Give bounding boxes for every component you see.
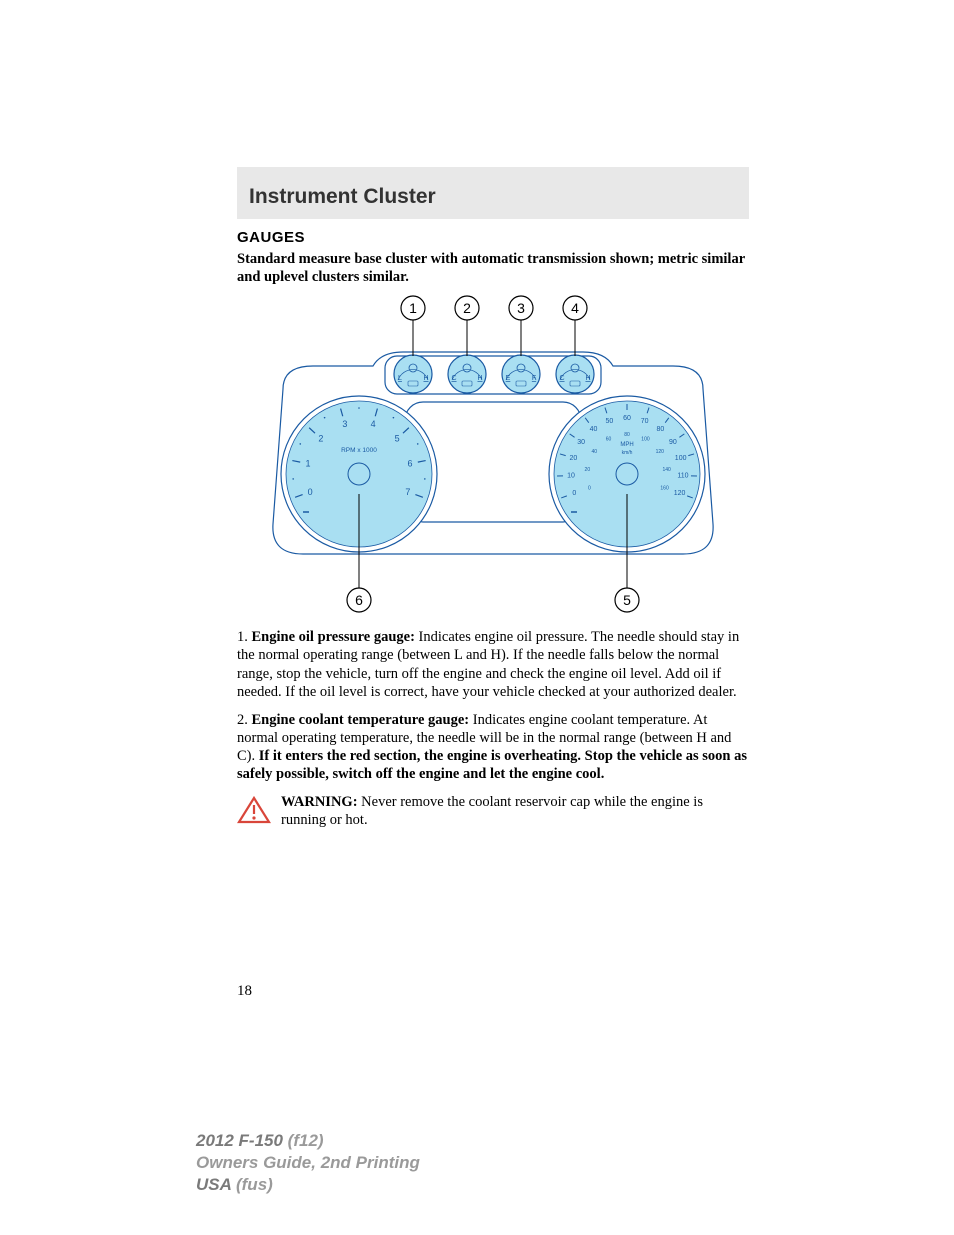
- svg-text:120: 120: [674, 490, 686, 497]
- svg-text:E: E: [506, 375, 511, 382]
- svg-text:2: 2: [463, 300, 471, 316]
- svg-text:L: L: [398, 375, 402, 382]
- svg-text:80: 80: [657, 426, 665, 433]
- svg-text:40: 40: [590, 426, 598, 433]
- svg-text:60: 60: [606, 437, 612, 443]
- svg-text:F: F: [532, 375, 536, 382]
- svg-text:1: 1: [409, 300, 417, 316]
- warning-icon: [237, 795, 271, 825]
- svg-text:20: 20: [569, 455, 577, 462]
- svg-text:0: 0: [588, 486, 591, 492]
- svg-text:160: 160: [660, 486, 669, 492]
- svg-text:MPH: MPH: [620, 442, 633, 448]
- svg-text:110: 110: [677, 473, 688, 480]
- svg-text:0: 0: [308, 487, 313, 497]
- svg-text:140: 140: [662, 467, 671, 473]
- svg-text:C: C: [559, 375, 564, 382]
- section-header: Instrument Cluster: [237, 167, 749, 219]
- svg-text:RPM x 1000: RPM x 1000: [341, 447, 377, 454]
- svg-text:H: H: [423, 375, 428, 382]
- svg-text:40: 40: [591, 449, 597, 455]
- svg-text:5: 5: [395, 434, 400, 444]
- svg-text:70: 70: [641, 418, 649, 425]
- svg-text:30: 30: [577, 439, 585, 446]
- svg-text:3: 3: [517, 300, 525, 316]
- footer-line2: Owners Guide, 2nd Printing: [196, 1152, 420, 1174]
- svg-text:100: 100: [641, 437, 650, 443]
- svg-text:km/h: km/h: [622, 450, 633, 456]
- svg-text:90: 90: [669, 439, 677, 446]
- warning-label: WARNING:: [281, 794, 358, 810]
- svg-text:80: 80: [624, 432, 630, 438]
- gauge-description: 2. Engine coolant temperature gauge: Ind…: [237, 711, 749, 784]
- footer-line3: USA (fus): [196, 1174, 420, 1196]
- svg-text:0: 0: [572, 490, 576, 497]
- svg-text:20: 20: [585, 467, 591, 473]
- footer: 2012 F-150 (f12) Owners Guide, 2nd Print…: [196, 1130, 420, 1196]
- warning-text: WARNING: Never remove the coolant reserv…: [281, 793, 749, 829]
- cluster-diagram: LHCHEFCH01234567RPM x 100001020304050607…: [237, 294, 749, 614]
- svg-text:H: H: [477, 375, 482, 382]
- page-number: 18: [237, 983, 252, 1000]
- svg-text:1: 1: [306, 459, 311, 469]
- section-heading: GAUGES: [237, 229, 749, 246]
- svg-text:50: 50: [605, 418, 613, 425]
- svg-text:6: 6: [407, 459, 412, 469]
- svg-text:100: 100: [675, 455, 687, 462]
- svg-text:C: C: [451, 375, 456, 382]
- svg-text:3: 3: [342, 419, 347, 429]
- svg-text:6: 6: [355, 592, 363, 608]
- svg-text:60: 60: [623, 415, 631, 422]
- cluster-svg: LHCHEFCH01234567RPM x 100001020304050607…: [253, 294, 733, 614]
- gauge-description: 1. Engine oil pressure gauge: Indicates …: [237, 628, 749, 701]
- intro-text: Standard measure base cluster with autom…: [237, 250, 749, 286]
- svg-text:2: 2: [318, 434, 323, 444]
- footer-line1: 2012 F-150 (f12): [196, 1130, 420, 1152]
- svg-text:4: 4: [371, 419, 376, 429]
- header-title: Instrument Cluster: [249, 185, 737, 209]
- svg-text:7: 7: [405, 487, 410, 497]
- svg-text:H: H: [585, 375, 590, 382]
- svg-text:4: 4: [571, 300, 579, 316]
- svg-text:120: 120: [656, 449, 665, 455]
- svg-text:5: 5: [623, 592, 631, 608]
- svg-text:10: 10: [567, 473, 575, 480]
- warning-block: WARNING: Never remove the coolant reserv…: [237, 793, 749, 829]
